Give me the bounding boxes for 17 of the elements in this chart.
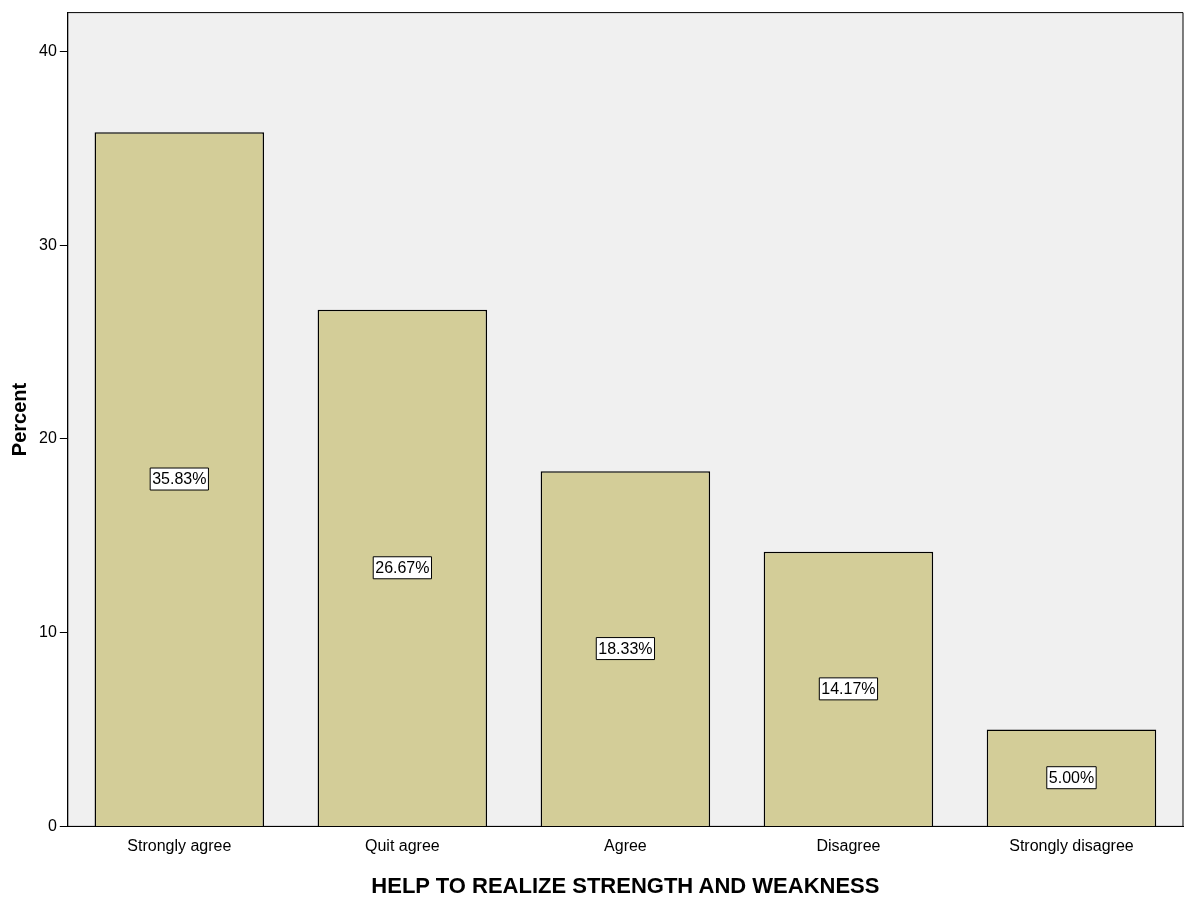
x-tick-label: Disagree <box>816 837 881 855</box>
data-label: 18.33% <box>598 639 653 657</box>
x-tick-label: Quit agree <box>365 837 440 855</box>
y-axis-title: Percent <box>7 382 30 457</box>
data-label: 14.17% <box>821 680 876 698</box>
y-tick-label: 20 <box>39 429 57 447</box>
x-axis-title: HELP TO REALIZE STRENGTH AND WEAKNESS <box>371 872 880 898</box>
y-tick-label: 30 <box>39 235 57 253</box>
data-label: 35.83% <box>152 470 207 488</box>
x-tick-label: Agree <box>604 837 647 855</box>
y-tick-label: 10 <box>39 623 57 641</box>
x-tick-label: Strongly disagree <box>1009 837 1134 855</box>
data-label: 26.67% <box>375 559 430 577</box>
data-label: 5.00% <box>1048 769 1095 787</box>
x-tick-label: Strongly agree <box>127 837 232 855</box>
y-tick-label: 40 <box>39 41 57 59</box>
y-tick-label: 0 <box>47 816 57 834</box>
